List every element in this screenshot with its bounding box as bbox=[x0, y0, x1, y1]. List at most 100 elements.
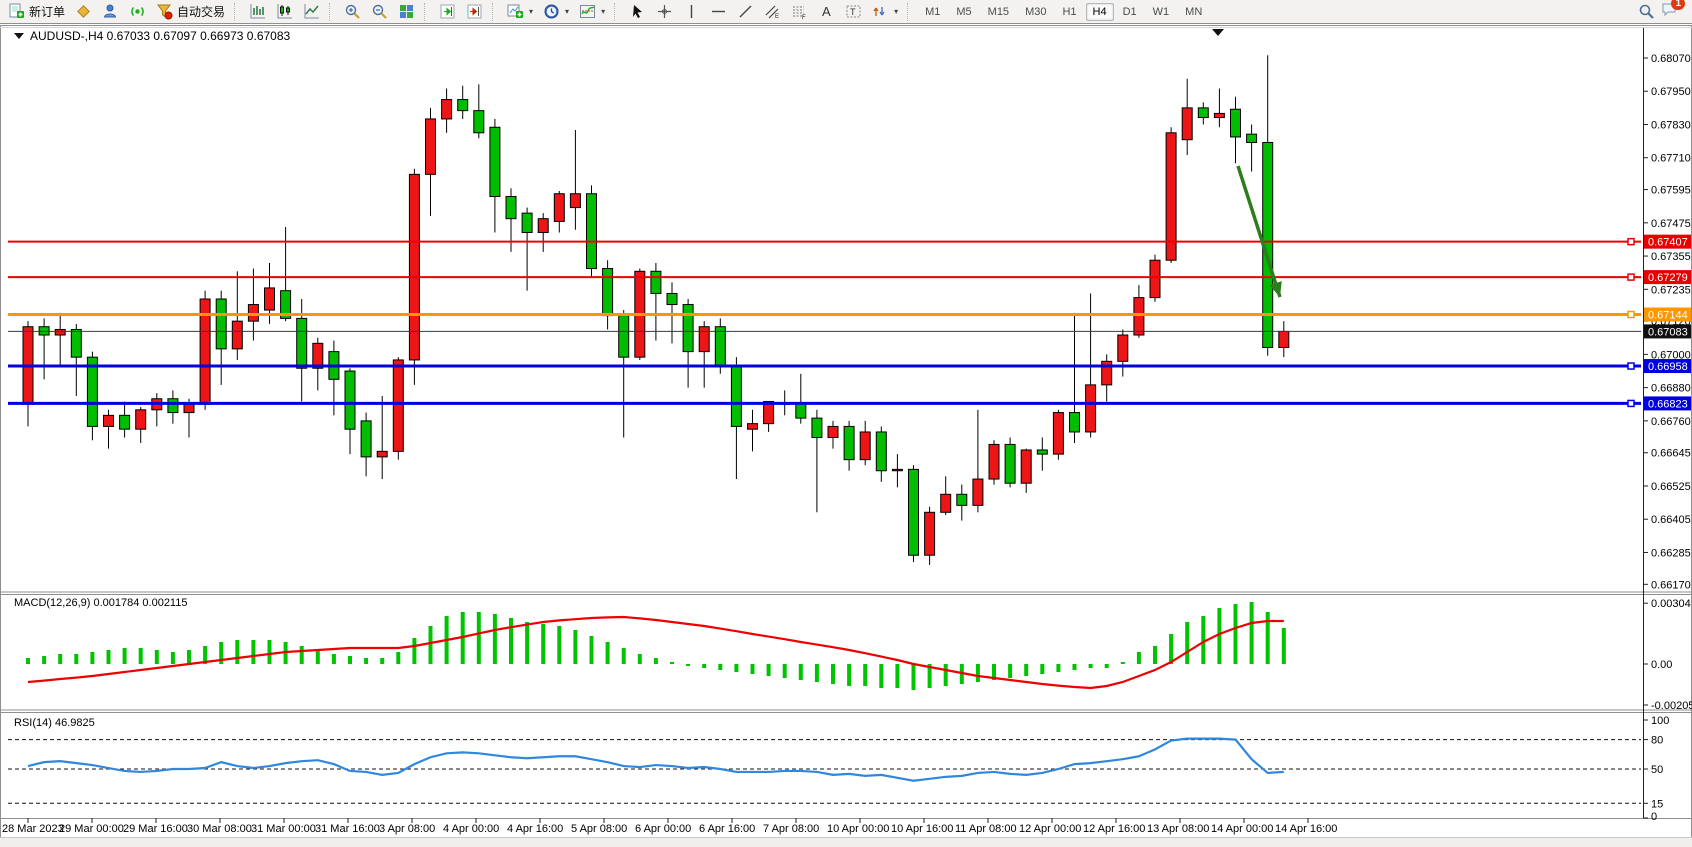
toolbar-separator bbox=[234, 2, 240, 21]
timeframe-d1-button[interactable]: D1 bbox=[1122, 5, 1137, 18]
time-tick-label: 14 Apr 16:00 bbox=[1275, 823, 1337, 835]
toolbar-separator bbox=[492, 2, 498, 21]
trendline-icon bbox=[739, 5, 752, 18]
timeframe-h4-button[interactable]: H4 bbox=[1085, 2, 1114, 21]
line-chart-button[interactable] bbox=[299, 1, 324, 23]
macd-label: MACD(12,26,9) 0.001784 0.002115 bbox=[14, 597, 187, 609]
price-chart[interactable]: 0.68070 0.67950 0.67830 0.67710 0.67595 0.674… bbox=[0, 25, 1692, 846]
chart-shift-marker[interactable] bbox=[1212, 29, 1224, 36]
rsi-tick-label: 15 bbox=[1651, 798, 1663, 810]
auto-scroll-button[interactable] bbox=[435, 1, 460, 23]
time-tick-label: 6 Apr 16:00 bbox=[699, 823, 755, 835]
text-button[interactable]: A bbox=[814, 1, 839, 23]
timeframe-m30-button[interactable]: M30 bbox=[1025, 5, 1047, 18]
tile-windows-button[interactable] bbox=[394, 1, 419, 23]
trendline-button[interactable] bbox=[733, 1, 758, 23]
price-tick-label: 0.66525 bbox=[1651, 481, 1691, 493]
chart-window: 0.68070 0.67950 0.67830 0.67710 0.67595 0.674… bbox=[0, 25, 1692, 846]
time-tick-label: 31 Mar 00:00 bbox=[251, 823, 316, 835]
one-click-trading-toggle[interactable] bbox=[14, 33, 24, 39]
timeframe-m15-button[interactable]: M15 bbox=[987, 5, 1010, 18]
price-axis[interactable]: 0.68070 0.67950 0.67830 0.67710 0.67595 0.674… bbox=[1643, 53, 1691, 591]
cursor-icon bbox=[633, 5, 643, 18]
signals-icon bbox=[131, 7, 144, 16]
horizontal-line-button[interactable] bbox=[706, 1, 731, 23]
arrows-icon bbox=[873, 7, 885, 16]
chevron-down-icon: ▾ bbox=[565, 7, 570, 16]
mql-diamond-icon bbox=[77, 5, 90, 18]
timeframe-m1-button[interactable]: M1 bbox=[925, 5, 941, 18]
time-tick-label: 31 Mar 16:00 bbox=[315, 823, 380, 835]
zoom-in-button[interactable] bbox=[340, 1, 365, 23]
price-tick-label: 0.66760 bbox=[1651, 416, 1691, 428]
timeframe-m5-button[interactable]: M5 bbox=[956, 5, 972, 18]
candlestick-chart-button[interactable] bbox=[272, 1, 297, 23]
time-tick-label: 12 Apr 00:00 bbox=[1019, 823, 1081, 835]
text-label-icon: T bbox=[846, 5, 861, 18]
fibonacci-icon: F bbox=[793, 6, 806, 20]
zoom-out-icon bbox=[372, 4, 387, 19]
candlestick-chart-icon bbox=[277, 4, 293, 19]
price-badge bbox=[1644, 270, 1691, 285]
search-button[interactable] bbox=[1634, 1, 1659, 23]
price-tick-label: 0.66405 bbox=[1651, 514, 1691, 526]
toolbar-separator bbox=[907, 2, 913, 21]
zoom-out-button[interactable] bbox=[367, 1, 392, 23]
horizontal-lines-layer bbox=[8, 237, 1641, 408]
line-chart-icon bbox=[304, 4, 320, 19]
text-label-button[interactable]: T bbox=[841, 1, 866, 23]
price-tick-label: 0.67830 bbox=[1651, 119, 1691, 131]
auto-scroll-icon bbox=[440, 4, 455, 19]
crosshair-button[interactable] bbox=[652, 1, 677, 23]
price-tick-label: 0.66880 bbox=[1651, 383, 1691, 395]
time-tick-label: 29 Mar 16:00 bbox=[123, 823, 188, 835]
macd-panel: 0.00304 0.00 -0.00205 MACD(12,26,9) 0.00178… bbox=[14, 597, 1692, 712]
svg-text:A: A bbox=[822, 4, 831, 19]
periods-clock-button[interactable]: ▾ bbox=[539, 1, 573, 23]
price-badge bbox=[1644, 307, 1691, 322]
timeframe-h1-button[interactable]: H1 bbox=[1062, 5, 1077, 18]
price-badge-label: 0.67279 bbox=[1648, 272, 1688, 284]
rsi-tick-label: 100 bbox=[1651, 715, 1669, 727]
indicators-button[interactable]: ▾ bbox=[575, 1, 609, 23]
timeframe-mn-button[interactable]: MN bbox=[1185, 5, 1203, 18]
chevron-down-icon: ▾ bbox=[894, 7, 899, 16]
price-tick-label: 0.67950 bbox=[1651, 86, 1691, 98]
new-order-icon bbox=[9, 3, 24, 18]
chart-title: AUDUSD-,H4 0.67033 0.67097 0.66973 0.670… bbox=[30, 29, 291, 43]
rsi-tick-label: 50 bbox=[1651, 764, 1663, 776]
chart-shift-button[interactable] bbox=[462, 1, 487, 23]
annotation-arrowhead bbox=[1269, 281, 1282, 297]
new-order-button[interactable]: 新订单 bbox=[4, 1, 69, 23]
rsi-label: RSI(14) 46.9825 bbox=[14, 717, 95, 729]
time-tick-label: 3 Apr 08:00 bbox=[379, 823, 435, 835]
time-tick-label: 29 Mar 00:00 bbox=[59, 823, 124, 835]
price-tick-label: 0.67595 bbox=[1651, 185, 1691, 197]
rsi-tick-label: 80 bbox=[1651, 735, 1663, 747]
equidistant-channel-button[interactable]: E bbox=[760, 1, 785, 23]
signals-button[interactable] bbox=[125, 1, 150, 23]
timeframe-w1-button[interactable]: W1 bbox=[1152, 5, 1170, 18]
vertical-line-icon bbox=[690, 5, 693, 18]
annotation-arrow[interactable] bbox=[1236, 165, 1282, 298]
tile-windows-icon bbox=[400, 5, 414, 18]
periods-clock-icon bbox=[544, 4, 559, 19]
time-tick-label: 7 Apr 08:00 bbox=[763, 823, 819, 835]
cursor-button[interactable] bbox=[625, 1, 650, 23]
time-tick-label: 12 Apr 16:00 bbox=[1083, 823, 1145, 835]
arrows-button[interactable]: ▾ bbox=[868, 1, 902, 23]
vertical-line-button[interactable] bbox=[679, 1, 704, 23]
chat-notification-badge: 1 bbox=[1671, 0, 1685, 10]
price-tick-label: 0.66170 bbox=[1651, 579, 1691, 591]
status-strip bbox=[0, 837, 1692, 847]
price-tick-label: 0.67235 bbox=[1651, 284, 1691, 296]
fibonacci-button[interactable]: F bbox=[787, 1, 812, 23]
autotrade-button[interactable]: 自动交易 bbox=[152, 1, 229, 23]
mql-market-button[interactable] bbox=[71, 1, 96, 23]
new-chart-button[interactable]: ▾ bbox=[503, 1, 537, 23]
profile-button[interactable] bbox=[98, 1, 123, 23]
bar-chart-button[interactable] bbox=[245, 1, 270, 23]
chat-button[interactable]: 1 bbox=[1661, 0, 1685, 23]
price-badge-label: 0.66958 bbox=[1648, 361, 1688, 373]
